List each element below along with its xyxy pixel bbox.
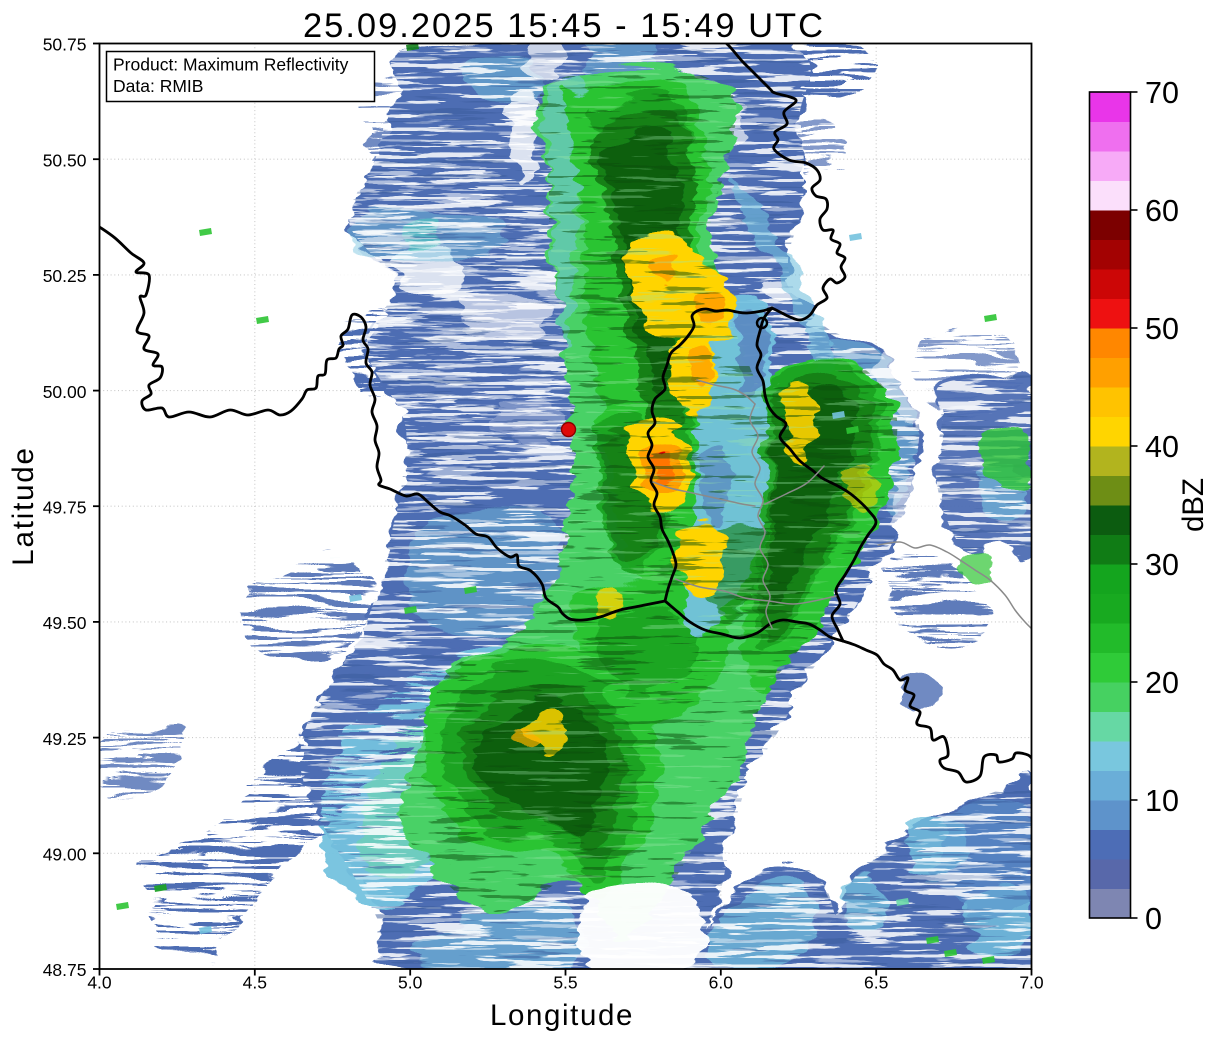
svg-text:6.5: 6.5 [864,973,888,993]
svg-text:6.0: 6.0 [709,973,734,993]
svg-text:0: 0 [1145,902,1162,936]
svg-text:dBZ: dBZ [1177,478,1210,532]
svg-text:70: 70 [1145,76,1179,110]
svg-text:50: 50 [1145,312,1179,346]
svg-text:49.50: 49.50 [43,613,87,633]
svg-text:48.75: 48.75 [43,960,87,980]
svg-text:10: 10 [1145,784,1179,818]
svg-text:50.75: 50.75 [43,35,87,55]
svg-text:40: 40 [1145,430,1179,464]
svg-text:7.0: 7.0 [1019,973,1044,993]
svg-text:25.09.2025 15:45 - 15:49 UTC: 25.09.2025 15:45 - 15:49 UTC [303,7,825,45]
svg-text:5.5: 5.5 [553,973,577,993]
svg-text:Product: Maximum Reflectivity: Product: Maximum Reflectivity [113,55,349,75]
svg-text:50.00: 50.00 [43,382,87,402]
svg-text:50.25: 50.25 [43,266,87,286]
svg-text:30: 30 [1145,548,1179,582]
svg-text:60: 60 [1145,194,1179,228]
svg-text:20: 20 [1145,666,1179,700]
svg-text:4.0: 4.0 [87,973,112,993]
svg-text:50.50: 50.50 [43,150,87,170]
svg-text:49.75: 49.75 [43,498,87,518]
svg-text:49.00: 49.00 [43,845,87,865]
svg-text:Latitude: Latitude [7,446,40,565]
svg-text:4.5: 4.5 [243,973,267,993]
svg-text:5.0: 5.0 [398,973,423,993]
svg-text:Data: RMIB: Data: RMIB [113,76,203,96]
svg-text:49.25: 49.25 [43,729,87,749]
svg-text:Longitude: Longitude [490,999,634,1032]
